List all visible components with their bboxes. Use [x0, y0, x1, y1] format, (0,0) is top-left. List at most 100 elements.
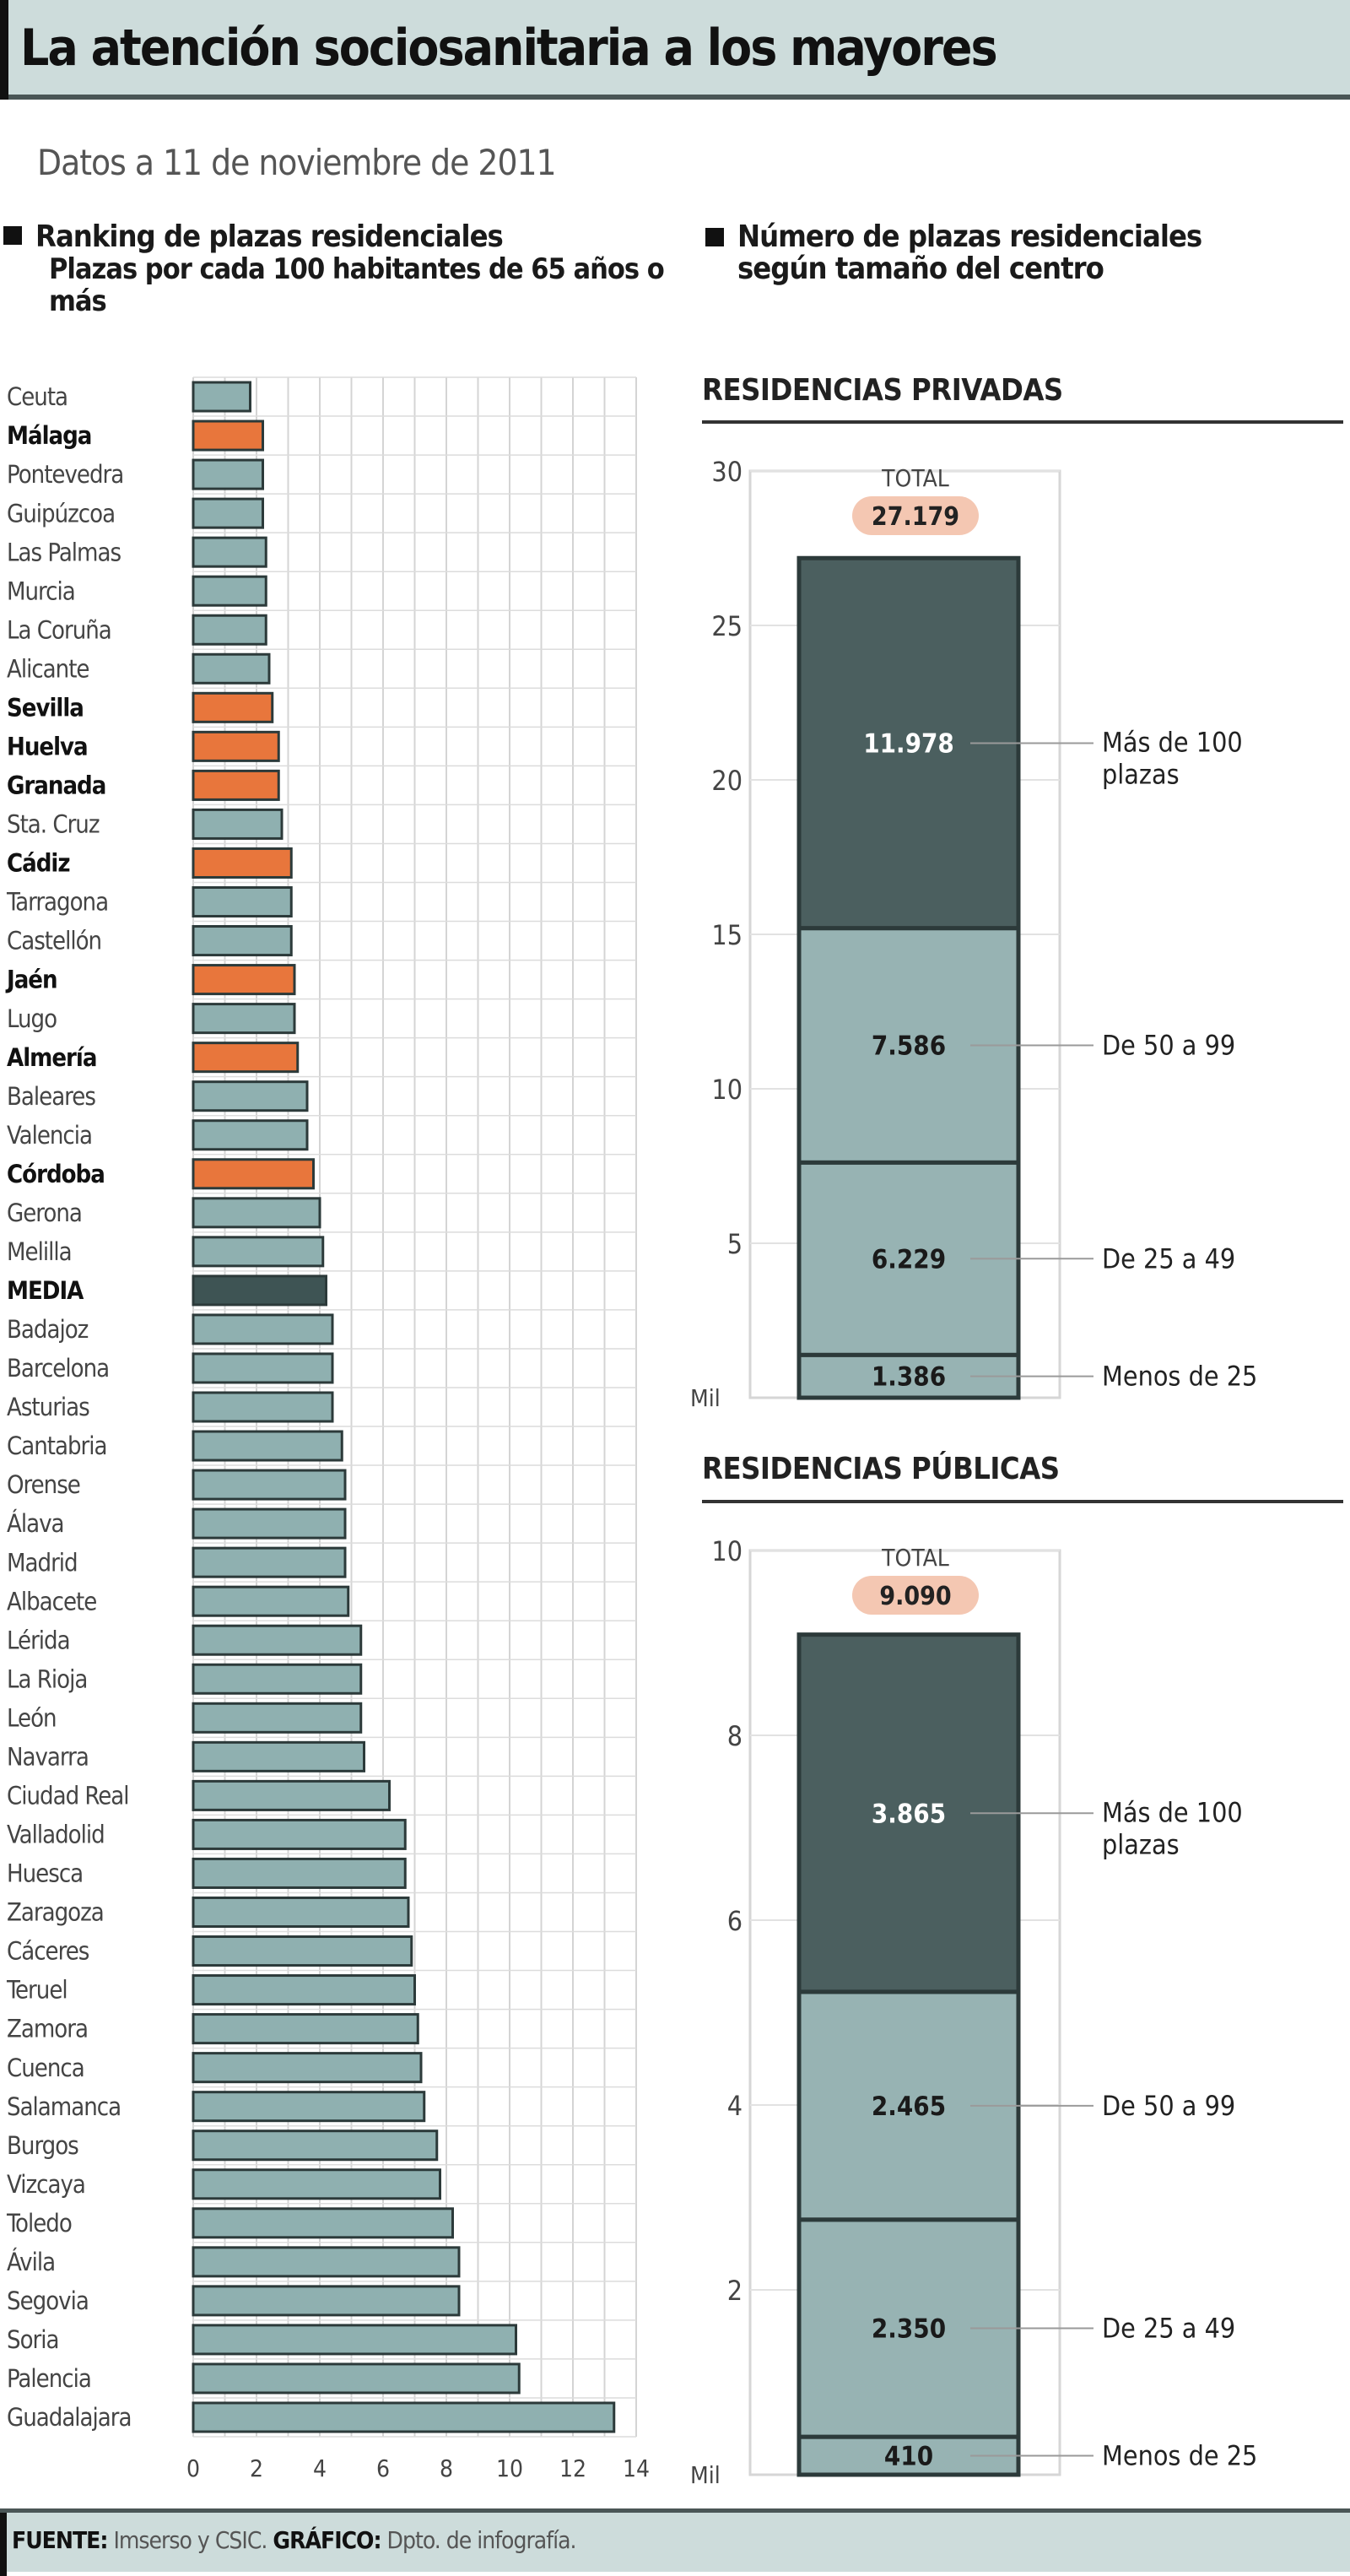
- bar-madrid: [192, 1546, 347, 1578]
- bar-ávila: [192, 2246, 461, 2278]
- total-value: 27.179: [872, 502, 959, 532]
- bar-las-palmas: [192, 536, 267, 568]
- bar-pontevedra: [192, 458, 264, 490]
- bar-málaga: [192, 419, 264, 452]
- category-label: Baleares: [7, 1082, 95, 1111]
- y-tick-label: 5: [727, 1228, 742, 1260]
- category-label: Álava: [7, 1509, 64, 1538]
- category-label: Toledo: [6, 2209, 72, 2238]
- date-subtitle: Datos a 11 de noviembre de 2011: [37, 142, 557, 183]
- segment-name: Más de 100: [1102, 726, 1243, 758]
- bar-tarragona: [192, 885, 293, 918]
- segment-name: De 25 a 49: [1102, 1242, 1235, 1274]
- ranking-subtitle: Plazas por cada 100 habitantes de 65 año…: [49, 252, 665, 318]
- panel-title: RESIDENCIAS PRIVADAS: [702, 373, 1063, 408]
- segment-value: 2.465: [872, 2092, 946, 2122]
- category-label: Madrid: [7, 1548, 78, 1577]
- bar-asturias: [192, 1391, 334, 1423]
- category-label: Cádiz: [7, 849, 70, 878]
- y-tick-label: 25: [711, 610, 742, 642]
- size-title: Número de plazas residenciales según tam…: [737, 219, 1202, 286]
- x-tick-label: 8: [440, 2454, 453, 2482]
- y-axis-unit: Mil: [690, 1384, 721, 1412]
- category-label: Zaragoza: [7, 1898, 104, 1927]
- graphic-label: GRÁFICO:: [273, 2526, 381, 2554]
- category-label: Badajoz: [7, 1315, 89, 1344]
- bar-baleares: [192, 1080, 309, 1112]
- category-label: Lugo: [7, 1004, 57, 1033]
- category-label: Orense: [7, 1470, 80, 1499]
- category-label: Valladolid: [7, 1821, 105, 1849]
- y-tick-label: 10: [711, 1535, 742, 1567]
- bar-albacete: [192, 1585, 350, 1617]
- bar-palencia: [192, 2362, 521, 2395]
- total-label: TOTAL: [881, 1544, 949, 1572]
- bar-vizcaya: [192, 2168, 441, 2200]
- category-label: Cáceres: [7, 1937, 89, 1966]
- category-label: León: [7, 1703, 57, 1732]
- total-badge: [852, 496, 979, 535]
- category-label: Palencia: [7, 2364, 91, 2393]
- category-label: Teruel: [6, 1976, 68, 2005]
- segment-name: Menos de 25: [1102, 1361, 1257, 1393]
- category-label: Córdoba: [7, 1160, 105, 1188]
- bar-lugo: [192, 1003, 296, 1035]
- y-tick-label: 20: [711, 765, 742, 797]
- bar-cantabria: [192, 1430, 343, 1462]
- segment-name: De 50 a 99: [1102, 2090, 1235, 2122]
- bar-zamora: [192, 2013, 419, 2045]
- bar-burgos: [192, 2130, 439, 2162]
- segment-name: De 50 a 99: [1102, 1029, 1235, 1061]
- category-label: Zamora: [7, 2015, 88, 2043]
- ranking-title: Ranking de plazas residenciales: [35, 219, 504, 254]
- bar-álava: [192, 1507, 347, 1540]
- bar-teruel: [192, 1974, 416, 2006]
- category-label: Barcelona: [7, 1354, 109, 1383]
- category-label: Murcia: [7, 576, 75, 605]
- bar-cuenca: [192, 2052, 423, 2084]
- size-section-title: Número de plazas residenciales según tam…: [705, 221, 1330, 285]
- source-label: FUENTE:: [12, 2526, 108, 2554]
- y-tick-label: 10: [711, 1074, 742, 1106]
- square-bullet-icon: [705, 228, 724, 246]
- bar-lérida: [192, 1624, 363, 1656]
- category-label: Valencia: [7, 1121, 92, 1150]
- x-tick-label: 2: [250, 2454, 263, 2482]
- footer-credits: FUENTE: Imserso y CSIC. GRÁFICO: Dpto. d…: [12, 2526, 577, 2554]
- category-label: Ávila: [7, 2248, 55, 2276]
- category-label: Guadalajara: [7, 2403, 131, 2432]
- category-label: Jaén: [5, 966, 57, 994]
- x-tick-label: 12: [559, 2454, 586, 2482]
- bar-la-coruña: [192, 614, 267, 646]
- bar-media: [192, 1274, 327, 1307]
- category-label: Segovia: [7, 2286, 89, 2315]
- square-bullet-icon: [3, 226, 22, 245]
- bar-badajoz: [192, 1313, 334, 1345]
- category-label: Lérida: [7, 1626, 70, 1654]
- y-axis-unit: Mil: [690, 2461, 721, 2489]
- segment-name: Menos de 25: [1102, 2440, 1257, 2472]
- category-label: Sta. Cruz: [7, 810, 100, 839]
- bar-la-rioja: [192, 1663, 363, 1695]
- footer-accent: [0, 2513, 7, 2576]
- source-text: Imserso y CSIC.: [113, 2526, 267, 2554]
- bar-león: [192, 1702, 363, 1734]
- bar-valencia: [192, 1119, 309, 1151]
- bar-valladolid: [192, 1818, 407, 1850]
- page-title: La atención sociosanitaria a los mayores: [20, 19, 998, 78]
- category-label: Asturias: [7, 1393, 89, 1421]
- category-label: Almería: [7, 1043, 96, 1072]
- bar-murcia: [192, 575, 267, 607]
- bar-segovia: [192, 2285, 461, 2317]
- category-label: Melilla: [7, 1237, 72, 1266]
- category-label: Cuenca: [7, 2054, 84, 2082]
- bar-granada: [192, 769, 280, 801]
- bar-guadalajara: [192, 2401, 616, 2433]
- bar-sta-cruz: [192, 808, 284, 840]
- category-label: La Coruña: [7, 615, 111, 644]
- bar-castellón: [192, 925, 293, 957]
- y-tick-label: 30: [711, 456, 742, 488]
- x-tick-label: 6: [376, 2454, 390, 2482]
- graphic-text: Dpto. de infografía.: [386, 2526, 577, 2554]
